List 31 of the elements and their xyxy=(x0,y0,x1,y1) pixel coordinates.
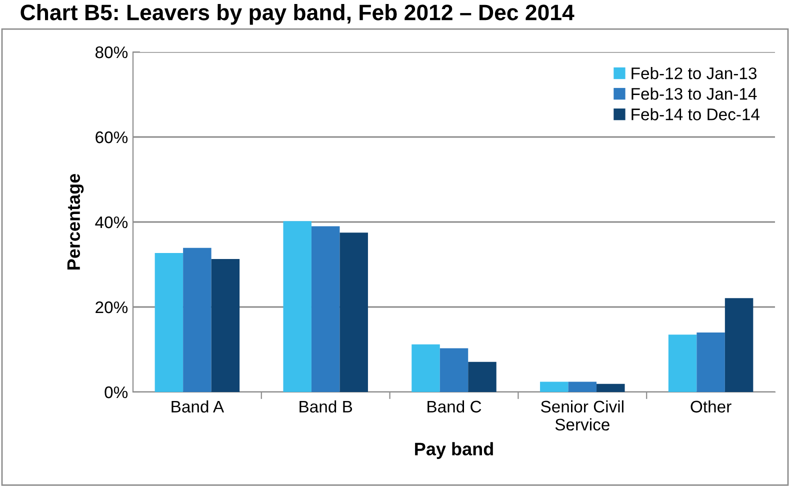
x-axis-title: Pay band xyxy=(415,442,493,459)
bar xyxy=(540,382,568,392)
bar xyxy=(440,348,468,392)
bar xyxy=(468,362,496,392)
x-tick-label: Senior Civil Service xyxy=(541,400,624,431)
legend-label: Feb-14 to Dec-14 xyxy=(632,108,760,120)
legend-label: Feb-12 to Jan-13 xyxy=(632,67,757,80)
bar xyxy=(724,298,754,392)
bar xyxy=(340,232,368,392)
x-tick-label: Other xyxy=(690,400,732,413)
bar xyxy=(211,258,240,392)
bar xyxy=(154,253,184,392)
chart-title: Chart B5: Leavers by pay band, Feb 2012 – Dec 2014 xyxy=(20,4,574,25)
y-tick-label: 80% xyxy=(96,46,128,58)
x-tick-label: Band A xyxy=(172,400,224,413)
bar xyxy=(311,226,340,392)
bar xyxy=(183,248,212,392)
bar xyxy=(283,221,312,392)
y-tick-label: 40% xyxy=(95,216,128,228)
x-tick-label: Band C xyxy=(428,400,482,413)
bar xyxy=(412,344,440,392)
y-tick-label: 0% xyxy=(104,386,128,398)
bar xyxy=(596,384,625,392)
y-tick-label: 60% xyxy=(96,131,128,144)
legend-label: Feb-13 to Jan-14 xyxy=(632,88,757,100)
bar xyxy=(668,334,697,392)
y-axis-title: Percentage xyxy=(67,174,84,270)
bar xyxy=(568,382,597,392)
y-tick-label: 20% xyxy=(96,301,128,314)
x-tick-label: Band B xyxy=(300,400,352,413)
bar xyxy=(696,332,725,392)
